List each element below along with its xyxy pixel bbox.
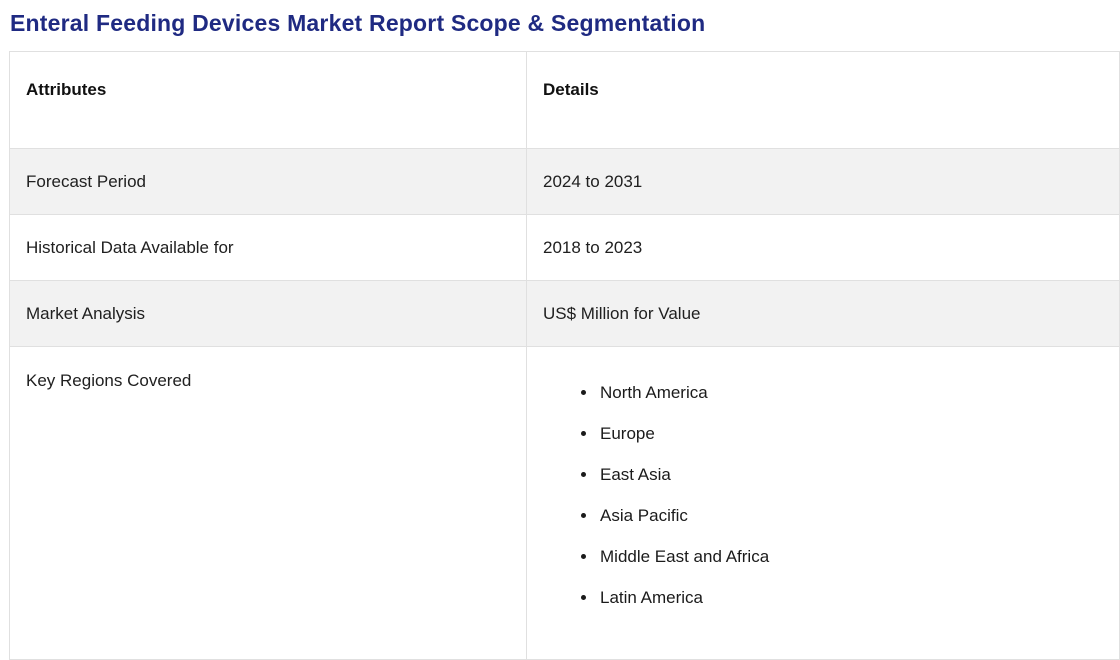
detail-cell: North America Europe East Asia Asia Paci… — [526, 346, 1120, 660]
region-list-item: Asia Pacific — [598, 496, 1103, 537]
table-row-key-regions: Key Regions Covered North America Europe… — [9, 346, 1120, 660]
region-list-item: East Asia — [598, 455, 1103, 496]
detail-cell: 2024 to 2031 — [526, 148, 1120, 215]
table-row-market-analysis: Market Analysis US$ Million for Value — [9, 280, 1120, 347]
attribute-cell: Market Analysis — [9, 280, 527, 347]
attribute-cell: Historical Data Available for — [9, 214, 527, 281]
region-list-item: North America — [598, 373, 1103, 414]
attribute-cell: Key Regions Covered — [9, 346, 527, 660]
column-header-attributes: Attributes — [9, 51, 527, 149]
detail-cell: 2018 to 2023 — [526, 214, 1120, 281]
header-row: Attributes Details — [9, 51, 1120, 149]
region-list-item: Latin America — [598, 578, 1103, 619]
table-row-historical-data: Historical Data Available for 2018 to 20… — [9, 214, 1120, 281]
table-row-forecast-period: Forecast Period 2024 to 2031 — [9, 148, 1120, 215]
detail-cell: US$ Million for Value — [526, 280, 1120, 347]
region-list-item: Middle East and Africa — [598, 537, 1103, 578]
region-list: North America Europe East Asia Asia Paci… — [543, 373, 1103, 619]
attribute-cell: Forecast Period — [9, 148, 527, 215]
page-title: Enteral Feeding Devices Market Report Sc… — [10, 10, 706, 36]
scope-table: Attributes Details Forecast Period 2024 … — [9, 51, 1120, 660]
region-list-item: Europe — [598, 414, 1103, 455]
column-header-details: Details — [526, 51, 1120, 149]
